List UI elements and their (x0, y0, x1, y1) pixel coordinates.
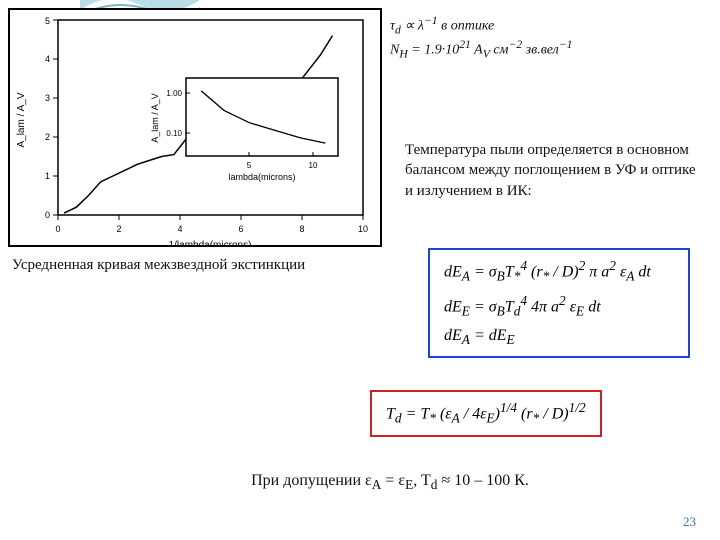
energy-balance-box: dEA = σBT*4 (r* / D)2 π a2 εA dt dEE = σ… (428, 248, 690, 358)
eq-Td: Td = T* (εA / 4εE)1/4 (r* / D)1/2 (386, 400, 586, 427)
eq-balance: dEA = dEE (444, 327, 674, 348)
svg-text:2: 2 (116, 224, 121, 234)
svg-text:6: 6 (238, 224, 243, 234)
extinction-curve-chart: 0 2 4 6 8 10 0 1 2 3 4 5 1/lambda(microns) A_lam… (8, 8, 382, 247)
svg-text:5: 5 (247, 161, 252, 170)
dust-temperature-text: Температура пыли определяется в основном… (405, 140, 705, 201)
svg-text:4: 4 (45, 54, 50, 64)
svg-text:10: 10 (309, 161, 318, 170)
svg-text:5: 5 (45, 16, 50, 26)
formula-tau: τd ∝ λ−1 в оптике (390, 14, 710, 36)
inset-ylabel: A_lam / A_V (150, 93, 160, 143)
svg-text:10: 10 (358, 224, 368, 234)
chart-ylabel: A_lam / A_V (16, 92, 27, 147)
svg-text:2: 2 (45, 132, 50, 142)
svg-text:0: 0 (55, 224, 60, 234)
svg-text:1.00: 1.00 (166, 89, 182, 98)
formula-nh: NH = 1.9·1021 AV см−2 зв.вел−1 (390, 38, 710, 60)
chart-caption: Усредненная кривая межзвездной экстинкци… (12, 255, 332, 275)
inset-xlabel: lambda(microns) (228, 172, 295, 182)
svg-text:8: 8 (299, 224, 304, 234)
eq-dEE: dEE = σBTd4 4π a2 εE dt (444, 293, 674, 320)
svg-text:0: 0 (45, 210, 50, 220)
page-number: 23 (683, 514, 696, 530)
svg-text:0.10: 0.10 (166, 129, 182, 138)
svg-text:4: 4 (177, 224, 182, 234)
eq-dEA: dEA = σBT*4 (r* / D)2 π a2 εA dt (444, 258, 674, 285)
chart-xlabel: 1/lambda(microns) (169, 240, 252, 245)
svg-text:1: 1 (45, 171, 50, 181)
svg-text:3: 3 (45, 93, 50, 103)
dust-temp-formula-box: Td = T* (εA / 4εE)1/4 (r* / D)1/2 (370, 390, 602, 437)
assumption-text: При допущении εA = εE, Td ≈ 10 – 100 К. (160, 470, 620, 494)
top-formulas: τd ∝ λ−1 в оптике NH = 1.9·1021 AV см−2 … (390, 12, 710, 63)
